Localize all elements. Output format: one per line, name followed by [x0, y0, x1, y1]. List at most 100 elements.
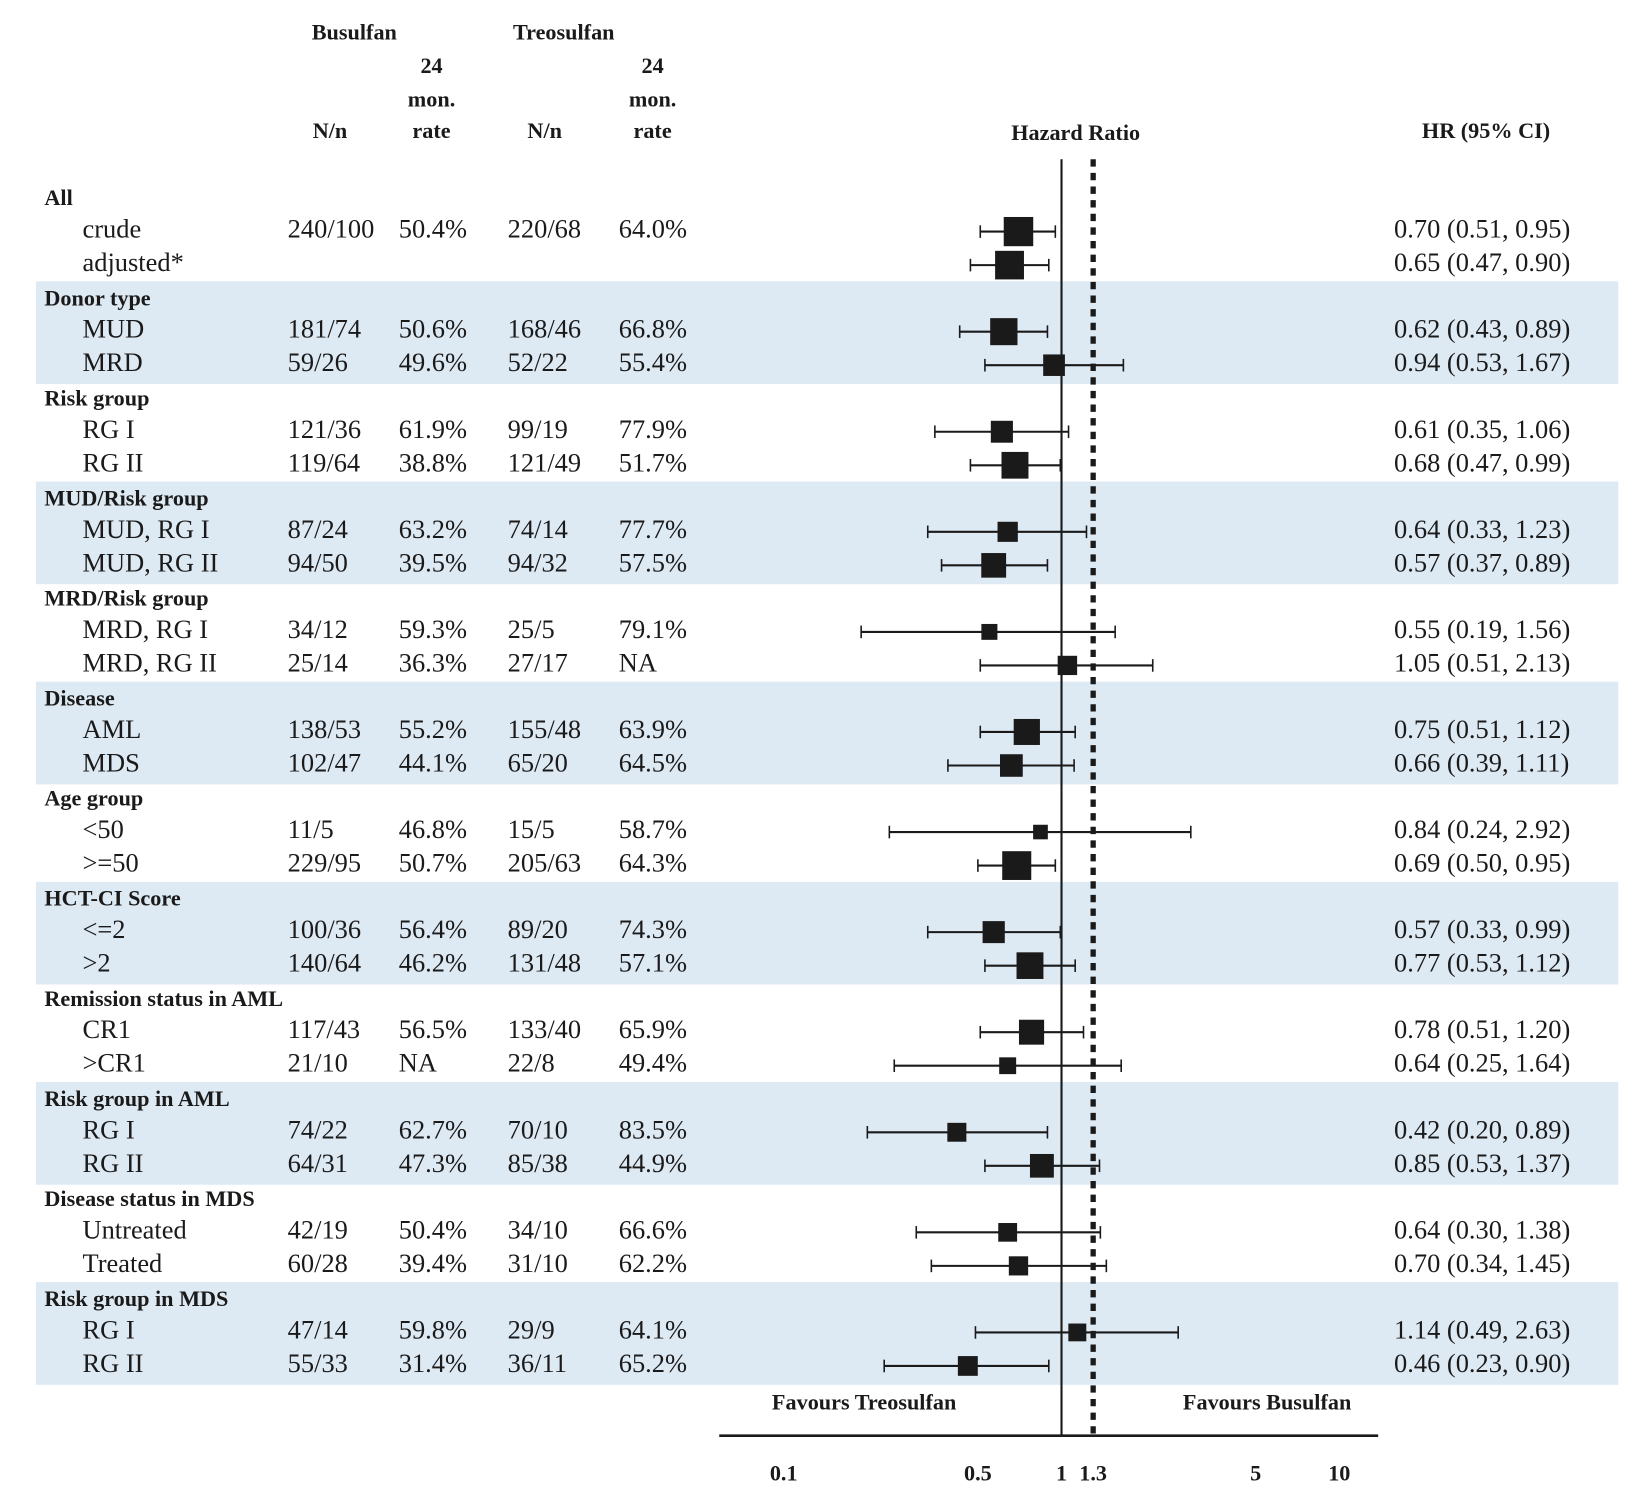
group-label: All	[44, 185, 72, 210]
row-label: >CR1	[82, 1049, 145, 1078]
x-tick-label: 0.1	[770, 1461, 798, 1486]
cell: 42/19	[288, 1215, 348, 1244]
cell: 15/5	[508, 815, 555, 844]
cell: 46.2%	[399, 949, 467, 978]
group-label: Age group	[44, 786, 143, 811]
group-band	[35, 1282, 1619, 1385]
cell: 31.4%	[399, 1349, 467, 1378]
hr-label: 0.62 (0.43, 0.89)	[1394, 315, 1570, 344]
cell: 140/64	[288, 949, 361, 978]
hr-box	[1003, 216, 1034, 247]
hr-box	[957, 1356, 978, 1376]
cell: 34/10	[508, 1215, 568, 1244]
group-label: MRD/Risk group	[44, 586, 208, 611]
hr-box	[1057, 655, 1078, 676]
x-tick-label: 1	[1056, 1461, 1067, 1486]
cell: 74/22	[288, 1115, 348, 1144]
x-tick-label: 5	[1250, 1461, 1261, 1486]
cell: 77.9%	[619, 415, 687, 444]
cell: 57.1%	[619, 949, 687, 978]
group-label: Donor type	[44, 285, 150, 310]
cell: 34/12	[288, 615, 348, 644]
cell: 59.8%	[399, 1316, 467, 1345]
hr-box	[947, 1122, 967, 1142]
cell: 74/14	[508, 515, 568, 544]
row-label: RG II	[82, 1349, 143, 1378]
cell: 62.2%	[619, 1249, 687, 1278]
row-label: <50	[82, 815, 123, 844]
hr-label: 0.42 (0.20, 0.89)	[1394, 1115, 1570, 1144]
group-label: Disease	[44, 686, 114, 711]
cell: 240/100	[288, 215, 375, 244]
x-tick-label: 0.5	[964, 1461, 992, 1486]
row-label: adjusted*	[82, 248, 183, 277]
cell: 89/20	[508, 915, 568, 944]
rate-header: 24	[641, 53, 663, 78]
cell: 119/64	[288, 448, 360, 477]
cell: 100/36	[288, 915, 361, 944]
hr-label: 0.94 (0.53, 1.67)	[1394, 348, 1570, 377]
hr-label: 0.78 (0.51, 1.20)	[1394, 1015, 1570, 1044]
group-label: Disease status in MDS	[44, 1186, 254, 1211]
favours-label: Favours Busulfan	[1183, 1389, 1351, 1414]
hr-box	[1043, 354, 1065, 376]
cell: 117/43	[288, 1015, 360, 1044]
cell: 85/38	[508, 1149, 568, 1178]
cell: 11/5	[288, 815, 334, 844]
hr-box	[995, 250, 1024, 280]
cell: 63.2%	[399, 515, 467, 544]
row-label: RG I	[82, 415, 134, 444]
hr-label: 0.46 (0.23, 0.90)	[1394, 1349, 1570, 1378]
cell: 66.6%	[619, 1215, 687, 1244]
cell: 36.3%	[399, 649, 467, 678]
rate-header: rate	[633, 118, 671, 143]
cell: 52/22	[508, 348, 568, 377]
cell: 47/14	[288, 1316, 348, 1345]
cell: 74.3%	[619, 915, 687, 944]
rate-header: mon.	[629, 87, 676, 112]
hr-label: 0.68 (0.47, 0.99)	[1394, 448, 1570, 477]
hr-box	[1001, 451, 1029, 479]
cell: 99/19	[508, 415, 568, 444]
cell: 229/95	[288, 849, 361, 878]
hr-box	[999, 1057, 1017, 1075]
ci-header: HR (95% CI)	[1422, 118, 1550, 143]
group-band	[35, 281, 1619, 385]
cell: 39.4%	[399, 1249, 467, 1278]
cell: 55/33	[288, 1349, 348, 1378]
row-label: AML	[82, 715, 141, 744]
hr-box	[1002, 851, 1032, 880]
hr-box	[1013, 718, 1040, 745]
row-label: RG II	[82, 448, 143, 477]
cell: 47.3%	[399, 1149, 467, 1178]
cell: 56.4%	[399, 915, 467, 944]
x-axis-title: Hazard Ratio	[1011, 120, 1140, 145]
cell: 61.9%	[399, 415, 467, 444]
cell: 58.7%	[619, 815, 687, 844]
group-band	[35, 481, 1619, 585]
hr-box	[998, 1223, 1018, 1242]
cell: NA	[619, 649, 657, 678]
row-label: MDS	[82, 749, 139, 778]
hr-label: 0.64 (0.25, 1.64)	[1394, 1049, 1570, 1078]
cell: 64.3%	[619, 849, 687, 878]
cell: 64.5%	[619, 749, 687, 778]
cell: 21/10	[288, 1049, 348, 1078]
cell: 64.0%	[619, 215, 687, 244]
row-label: MUD, RG II	[82, 548, 218, 577]
hr-label: 0.70 (0.51, 0.95)	[1394, 215, 1570, 244]
hr-box	[1016, 952, 1044, 979]
cell: 87/24	[288, 515, 348, 544]
cell: 29/9	[508, 1316, 555, 1345]
cell: 59/26	[288, 348, 348, 377]
group-label: MUD/Risk group	[44, 486, 208, 511]
hr-label: 0.66 (0.39, 1.11)	[1394, 749, 1569, 778]
rate-header: 24	[420, 53, 442, 78]
cell: 64/31	[288, 1149, 348, 1178]
row-label: RG II	[82, 1149, 143, 1178]
cell: 49.6%	[399, 348, 467, 377]
cell: 38.8%	[399, 448, 467, 477]
cell: 62.7%	[399, 1115, 467, 1144]
cell: 50.4%	[399, 1215, 467, 1244]
cell: 59.3%	[399, 615, 467, 644]
